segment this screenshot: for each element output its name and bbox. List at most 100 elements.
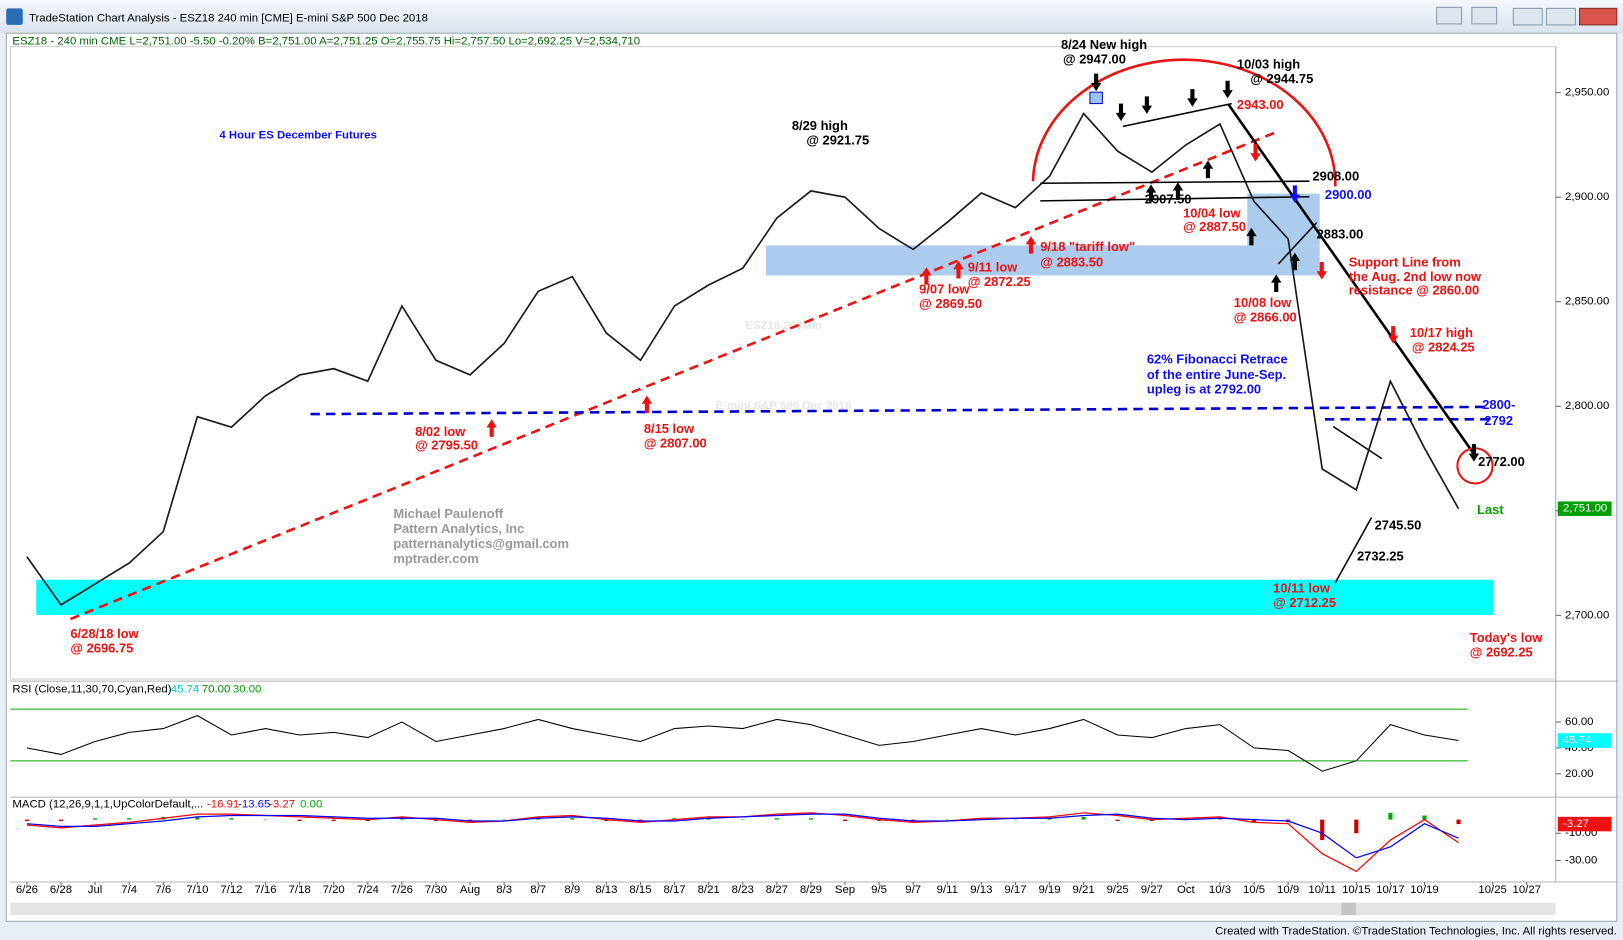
macd-bar (808, 818, 813, 820)
annotation: @ 2921.75 (806, 132, 869, 147)
fib-line (310, 405, 1491, 416)
legend-value: -3.27 (269, 798, 295, 810)
x-tick-label: 10/9 (1277, 884, 1299, 896)
macd-bar (399, 818, 404, 820)
legend-value: 0.00 (300, 798, 322, 810)
annotation: @ 2692.25 (1470, 645, 1533, 660)
macd-bar (502, 819, 507, 821)
rsi-line (26, 715, 1459, 772)
minimize-button[interactable] (1512, 7, 1543, 26)
channel-line (1040, 195, 1310, 202)
annotation: 2772.00 (1478, 454, 1525, 469)
arrow (1468, 444, 1480, 462)
annotation: 62% Fibonacci Retrace (1147, 352, 1288, 367)
legend-value: 70.00 (202, 683, 230, 695)
annotation: @ 2696.75 (70, 640, 133, 655)
arrow (1271, 274, 1282, 292)
x-tick-label: 10/3 (1209, 884, 1231, 896)
macd-bar (638, 819, 643, 821)
annotation: Support Line from (1349, 254, 1461, 269)
x-tick-label: 8/27 (766, 884, 788, 896)
macd-bar (263, 819, 268, 821)
scroll-thumb[interactable] (1341, 902, 1356, 916)
macd-bar (740, 819, 745, 821)
macd-bar (1354, 819, 1359, 834)
x-tick-label: 10/25 (1478, 884, 1506, 896)
macd-bar (24, 819, 29, 821)
arrow (1289, 252, 1301, 271)
footer: Created with TradeStation. ©TradeStation… (1215, 926, 1617, 938)
wedge-line (1334, 517, 1373, 584)
arrow (1202, 160, 1214, 179)
macd-bar (979, 818, 984, 820)
macd-bar (706, 818, 711, 820)
legend-value: -13.65 (238, 798, 270, 810)
app-icon (6, 8, 23, 25)
x-tick-label: Aug (460, 884, 480, 896)
support-zone (36, 579, 1494, 615)
legend-value: -16.91 (207, 798, 239, 810)
annotation: 9/07 low (919, 281, 970, 296)
macd-bar (877, 819, 882, 821)
legend-value: 30.00 (233, 683, 261, 695)
macd-bar (911, 819, 916, 821)
annotation: 9/11 low (968, 260, 1019, 275)
y-tick-label: 2,900.00 (1565, 191, 1609, 203)
arrow (1388, 326, 1399, 344)
x-tick-label: 6/26 (16, 884, 38, 896)
annotation: 2883.00 (1317, 226, 1364, 241)
macd-bar (1081, 816, 1086, 820)
chart-title: 4 Hour ES December Futures (219, 130, 376, 142)
arrow (1222, 80, 1233, 99)
macd-bar (1183, 818, 1188, 820)
annotation: Last (1477, 502, 1504, 517)
x-tick-label: 9/13 (970, 884, 992, 896)
info-line: ESZ18 - 240 min CME L=2,751.00 -5.50 -0.… (12, 35, 640, 47)
annotation: @ 2872.25 (968, 274, 1031, 289)
resistance-zone (765, 245, 1320, 276)
macd-bar (58, 819, 64, 821)
annotation: upleg is at 2792.00 (1147, 382, 1261, 397)
credit: mptrader.com (393, 551, 478, 566)
y-tick-label: 2,950.00 (1565, 87, 1609, 99)
maximize-button[interactable] (1545, 7, 1576, 26)
x-tick-label: 9/27 (1141, 884, 1163, 896)
arrow (641, 395, 653, 414)
x-tick-label: 7/26 (391, 884, 413, 896)
x-tick-label: 8/17 (663, 884, 685, 896)
macd-bar (467, 819, 473, 821)
annotation: of the entire June-Sep. (1147, 367, 1286, 382)
x-tick-label: Jul (88, 884, 103, 896)
button[interactable] (1436, 6, 1463, 25)
macd-bar (297, 819, 302, 821)
x-tick-label: 8/29 (800, 884, 822, 896)
macd-bar (1251, 819, 1257, 823)
arrow (1316, 261, 1327, 280)
button[interactable] (1471, 6, 1498, 25)
channel-line (1122, 102, 1232, 128)
annotation: 8/29 high (792, 118, 848, 133)
x-tick-label: 9/5 (871, 884, 887, 896)
annotation: @ 2947.00 (1063, 52, 1126, 67)
last-value-box (1557, 733, 1612, 748)
macd-bar (536, 818, 541, 820)
x-tick-label: 8/3 (496, 884, 512, 896)
x-tick-label: 9/11 (937, 884, 958, 896)
x-tick-label: 8/21 (698, 884, 720, 896)
annotation: 6/28/18 low (70, 626, 139, 641)
last-value-label: 45.74 (1563, 734, 1591, 746)
macd-bar (1217, 818, 1223, 820)
macd-bar (1115, 819, 1120, 821)
panel-title: RSI (Close,11,30,70,Cyan,Red) (12, 683, 171, 695)
chart-area (5, 32, 1618, 922)
macd-bar (1456, 819, 1461, 825)
annotation: 8/02 low (415, 424, 466, 439)
scrollbar[interactable] (10, 902, 1556, 916)
credit: Michael Paulenoff (393, 506, 504, 521)
macd-bar (331, 819, 336, 821)
y-tick-label: 2,850.00 (1565, 296, 1609, 308)
annotation: @ 2807.00 (644, 436, 707, 451)
annotation: 10/11 low (1273, 580, 1331, 595)
close-button[interactable] (1579, 7, 1618, 26)
x-tick-label: 7/4 (121, 884, 137, 896)
